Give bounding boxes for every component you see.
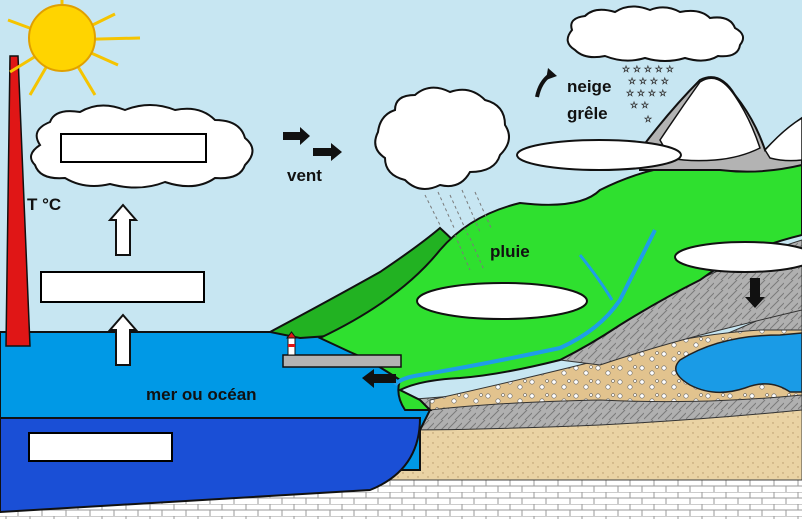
snowflake-icon: ☆ ☆ ☆ ☆ ☆ ☆ ☆ ☆ ☆ ☆ ☆ ☆ ☆ ☆ ☆ ☆ bbox=[622, 65, 674, 126]
arrow-up-icon bbox=[107, 203, 139, 256]
rain-streaks bbox=[424, 189, 493, 271]
arrow-left-icon bbox=[362, 369, 396, 388]
rain-label: pluie bbox=[490, 242, 530, 261]
blank-box-cloud[interactable] bbox=[60, 133, 207, 163]
green-land bbox=[317, 148, 802, 411]
svg-text:☆: ☆ bbox=[644, 115, 652, 125]
cloud-middle bbox=[374, 86, 510, 190]
river bbox=[393, 229, 657, 387]
cloud-top-right bbox=[566, 5, 745, 62]
underground-lake bbox=[675, 332, 802, 394]
jetty bbox=[282, 354, 402, 368]
svg-text:☆ ☆ ☆ ☆: ☆ ☆ ☆ ☆ bbox=[626, 89, 667, 99]
mountain-snow bbox=[659, 77, 802, 162]
blank-oval-runoff bbox=[416, 282, 588, 320]
arrow-up-icon bbox=[107, 313, 139, 366]
arrow-right-icon bbox=[283, 127, 342, 161]
lighthouse-icon bbox=[286, 331, 297, 356]
hail-label: grêle bbox=[567, 104, 608, 123]
arrow-down-icon bbox=[745, 278, 765, 308]
thermometer-icon bbox=[5, 55, 31, 347]
blank-oval-infiltration bbox=[674, 241, 802, 273]
temperature-label: T °C bbox=[27, 195, 62, 214]
river-tributary bbox=[578, 254, 614, 301]
svg-text:☆ ☆: ☆ ☆ bbox=[630, 101, 649, 111]
blank-box-evaporation[interactable] bbox=[40, 271, 205, 303]
snow-label: neige bbox=[567, 77, 612, 96]
svg-text:☆ ☆ ☆ ☆ ☆: ☆ ☆ ☆ ☆ ☆ bbox=[622, 65, 674, 75]
sea-label: mer ou océan bbox=[146, 385, 257, 404]
blank-box-deep-sea[interactable] bbox=[28, 432, 173, 462]
wind-label: vent bbox=[287, 166, 322, 185]
blank-oval-condensation bbox=[516, 139, 682, 171]
svg-text:☆ ☆ ☆ ☆: ☆ ☆ ☆ ☆ bbox=[628, 77, 669, 87]
sun-icon bbox=[7, 0, 141, 96]
